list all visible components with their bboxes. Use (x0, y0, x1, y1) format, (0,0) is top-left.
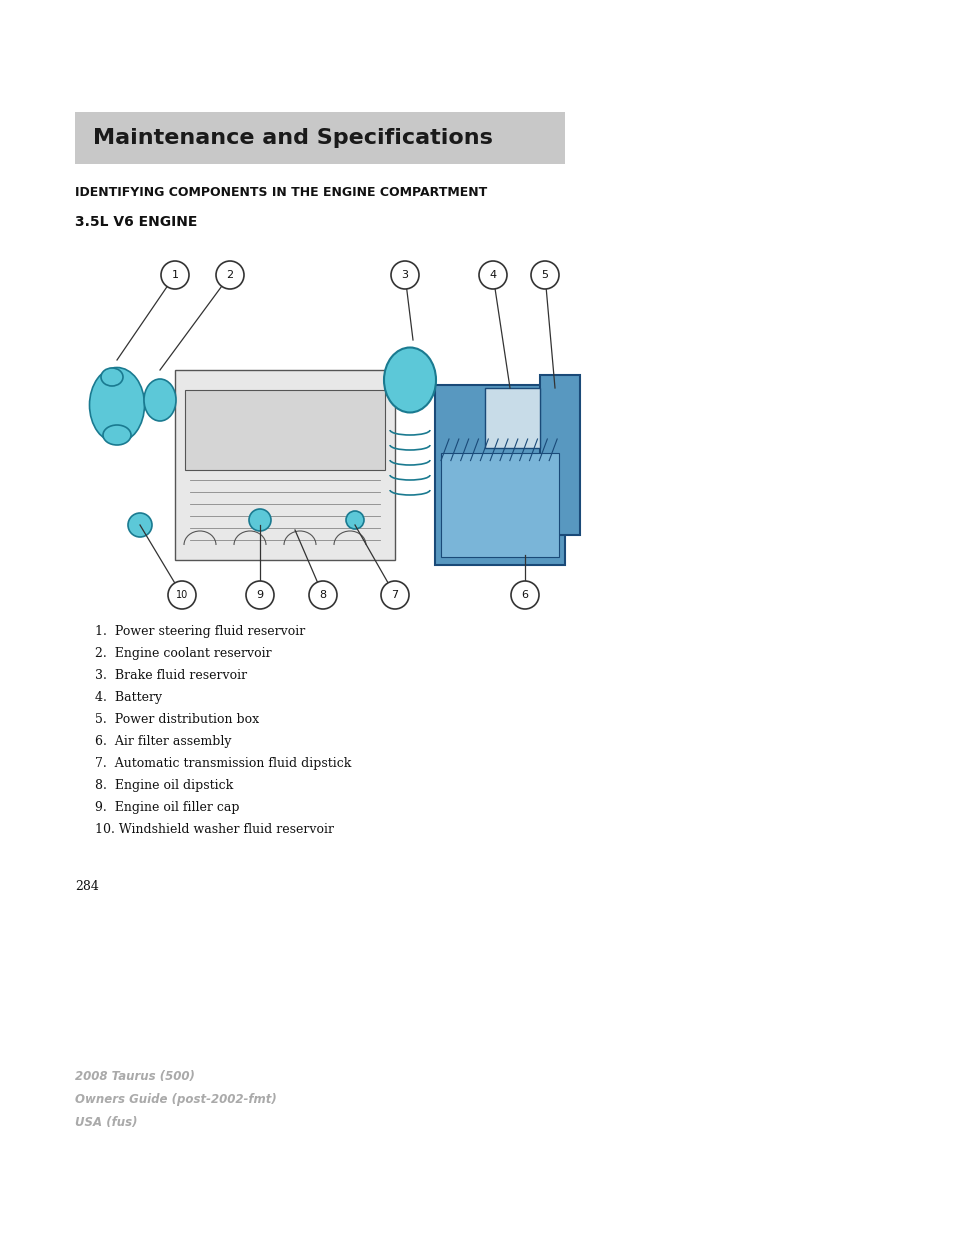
Text: 2: 2 (226, 270, 233, 280)
Circle shape (478, 261, 506, 289)
Circle shape (128, 513, 152, 537)
Circle shape (215, 261, 244, 289)
Text: 3.5L V6 ENGINE: 3.5L V6 ENGINE (75, 215, 197, 228)
Circle shape (346, 511, 364, 529)
FancyBboxPatch shape (185, 390, 385, 471)
Text: 284: 284 (75, 881, 99, 893)
Text: 9.  Engine oil filler cap: 9. Engine oil filler cap (95, 802, 239, 814)
Circle shape (391, 261, 418, 289)
Text: Maintenance and Specifications: Maintenance and Specifications (92, 128, 493, 148)
Text: USA (fus): USA (fus) (75, 1116, 137, 1129)
Text: IDENTIFYING COMPONENTS IN THE ENGINE COMPARTMENT: IDENTIFYING COMPONENTS IN THE ENGINE COM… (75, 186, 487, 199)
Text: 2008 Taurus (500): 2008 Taurus (500) (75, 1070, 194, 1083)
Circle shape (380, 580, 409, 609)
Text: 9: 9 (256, 590, 263, 600)
Ellipse shape (90, 368, 144, 442)
Text: 8.  Engine oil dipstick: 8. Engine oil dipstick (95, 779, 233, 792)
FancyBboxPatch shape (539, 375, 579, 535)
Text: Owners Guide (post-2002-fmt): Owners Guide (post-2002-fmt) (75, 1093, 276, 1107)
FancyBboxPatch shape (484, 388, 539, 448)
Circle shape (161, 261, 189, 289)
Text: 10. Windshield washer fluid reservoir: 10. Windshield washer fluid reservoir (95, 823, 334, 836)
Text: 7: 7 (391, 590, 398, 600)
Ellipse shape (103, 425, 131, 445)
Circle shape (511, 580, 538, 609)
Text: 2.  Engine coolant reservoir: 2. Engine coolant reservoir (95, 647, 272, 659)
Circle shape (309, 580, 336, 609)
Text: 6.  Air filter assembly: 6. Air filter assembly (95, 735, 232, 748)
Ellipse shape (101, 368, 123, 387)
Text: 5.  Power distribution box: 5. Power distribution box (95, 713, 259, 726)
FancyBboxPatch shape (435, 385, 564, 564)
Circle shape (246, 580, 274, 609)
Text: 3: 3 (401, 270, 408, 280)
Text: 1: 1 (172, 270, 178, 280)
FancyBboxPatch shape (75, 112, 564, 164)
Text: 10: 10 (175, 590, 188, 600)
Ellipse shape (144, 379, 175, 421)
Circle shape (168, 580, 195, 609)
FancyBboxPatch shape (440, 452, 558, 557)
Ellipse shape (384, 347, 436, 412)
Text: 1.  Power steering fluid reservoir: 1. Power steering fluid reservoir (95, 625, 305, 638)
FancyBboxPatch shape (174, 370, 395, 559)
Text: 5: 5 (541, 270, 548, 280)
Text: 4: 4 (489, 270, 497, 280)
Text: 8: 8 (319, 590, 326, 600)
Text: 6: 6 (521, 590, 528, 600)
Text: 3.  Brake fluid reservoir: 3. Brake fluid reservoir (95, 669, 247, 682)
Circle shape (249, 509, 271, 531)
Text: 7.  Automatic transmission fluid dipstick: 7. Automatic transmission fluid dipstick (95, 757, 351, 769)
Text: 4.  Battery: 4. Battery (95, 692, 162, 704)
Circle shape (531, 261, 558, 289)
